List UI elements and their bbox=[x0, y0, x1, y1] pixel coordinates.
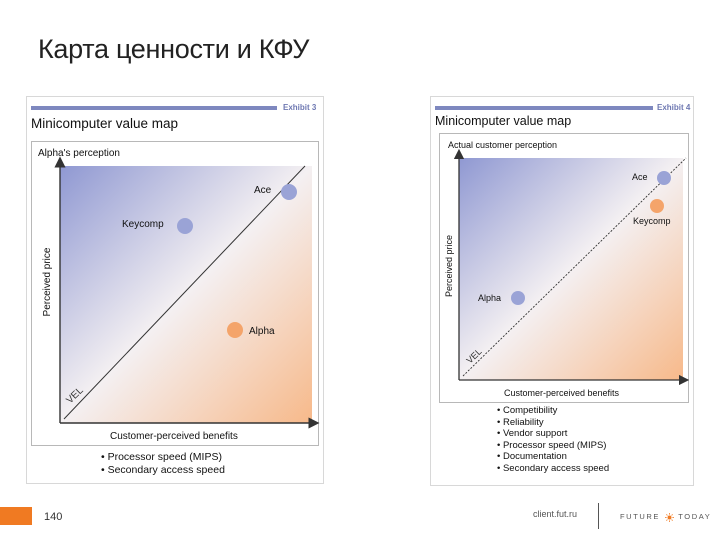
point-label-ace: Ace bbox=[632, 172, 648, 182]
exhibit-left: Exhibit 3 Minicomputer value map Alpha's… bbox=[26, 96, 324, 484]
list-item: • Processor speed (MIPS) bbox=[497, 439, 607, 451]
point-keycomp bbox=[650, 199, 664, 213]
value-map-panel: Alpha's perception VEL Perceived price A… bbox=[31, 141, 320, 446]
panel-label: Alpha's perception bbox=[38, 148, 120, 159]
exhibit-heading: Minicomputer value map bbox=[31, 116, 179, 131]
list-item: • Secondary access speed bbox=[497, 462, 610, 474]
exhibit-heading: Minicomputer value map bbox=[435, 114, 572, 128]
exhibit-header-bar bbox=[31, 106, 277, 110]
point-label-alpha: Alpha bbox=[249, 326, 275, 337]
exhibit-number: Exhibit 4 bbox=[657, 103, 691, 112]
list-item: • Competibility bbox=[497, 405, 558, 416]
value-map: VEL Perceived price Ace Keycomp Alpha Cu… bbox=[42, 156, 320, 442]
benefits-list: • Competibility • Reliability • Vendor s… bbox=[497, 405, 609, 474]
list-item: • Processor speed (MIPS) bbox=[101, 451, 222, 463]
list-item: • Reliability bbox=[497, 416, 544, 428]
vel-line bbox=[63, 165, 306, 420]
exhibit-right: Exhibit 4 Minicomputer value map Actual … bbox=[430, 96, 694, 486]
vel-line bbox=[462, 157, 687, 377]
y-axis-label: Perceived price bbox=[42, 247, 53, 316]
logo-text-right: TODAY bbox=[678, 512, 712, 521]
y-axis-label: Perceived price bbox=[444, 235, 454, 297]
footer-accent-bar bbox=[0, 507, 32, 525]
company-logo: FUTURE TODAY bbox=[620, 512, 711, 522]
value-map: VEL Perceived price Ace Keycomp Alpha Cu… bbox=[444, 148, 690, 398]
list-item: • Secondary access speed bbox=[101, 463, 225, 476]
point-alpha bbox=[511, 291, 525, 305]
exhibit-number: Exhibit 3 bbox=[283, 103, 317, 112]
value-map-gradient bbox=[60, 166, 312, 423]
logo-text-left: FUTURE bbox=[620, 512, 661, 521]
list-item: • Documentation bbox=[497, 451, 567, 462]
page-number: 140 bbox=[44, 511, 63, 523]
value-map-gradient bbox=[459, 158, 683, 380]
point-label-alpha: Alpha bbox=[478, 293, 501, 303]
footer-divider bbox=[598, 503, 599, 529]
logo-sun-icon bbox=[664, 512, 674, 522]
x-axis-label: Customer-perceived benefits bbox=[504, 388, 620, 398]
point-label-keycomp: Keycomp bbox=[122, 219, 164, 230]
point-ace bbox=[281, 184, 297, 200]
footer-link[interactable]: client.fut.ru bbox=[533, 509, 578, 519]
slide-title: Карта ценности и КФУ bbox=[38, 34, 310, 64]
x-axis-label: Customer-perceived benefits bbox=[110, 431, 238, 442]
value-map-panel: Actual customer perception VEL Perceived… bbox=[439, 133, 690, 403]
panel-label: Actual customer perception bbox=[448, 140, 558, 150]
list-item: • Vendor support bbox=[497, 428, 568, 439]
point-alpha bbox=[227, 322, 243, 338]
benefits-list: • Processor speed (MIPS) • Secondary acc… bbox=[101, 451, 225, 476]
point-label-keycomp: Keycomp bbox=[633, 216, 671, 226]
exhibit-header-bar bbox=[435, 106, 653, 110]
point-label-ace: Ace bbox=[254, 185, 272, 196]
point-ace bbox=[657, 171, 671, 185]
point-keycomp bbox=[177, 218, 193, 234]
